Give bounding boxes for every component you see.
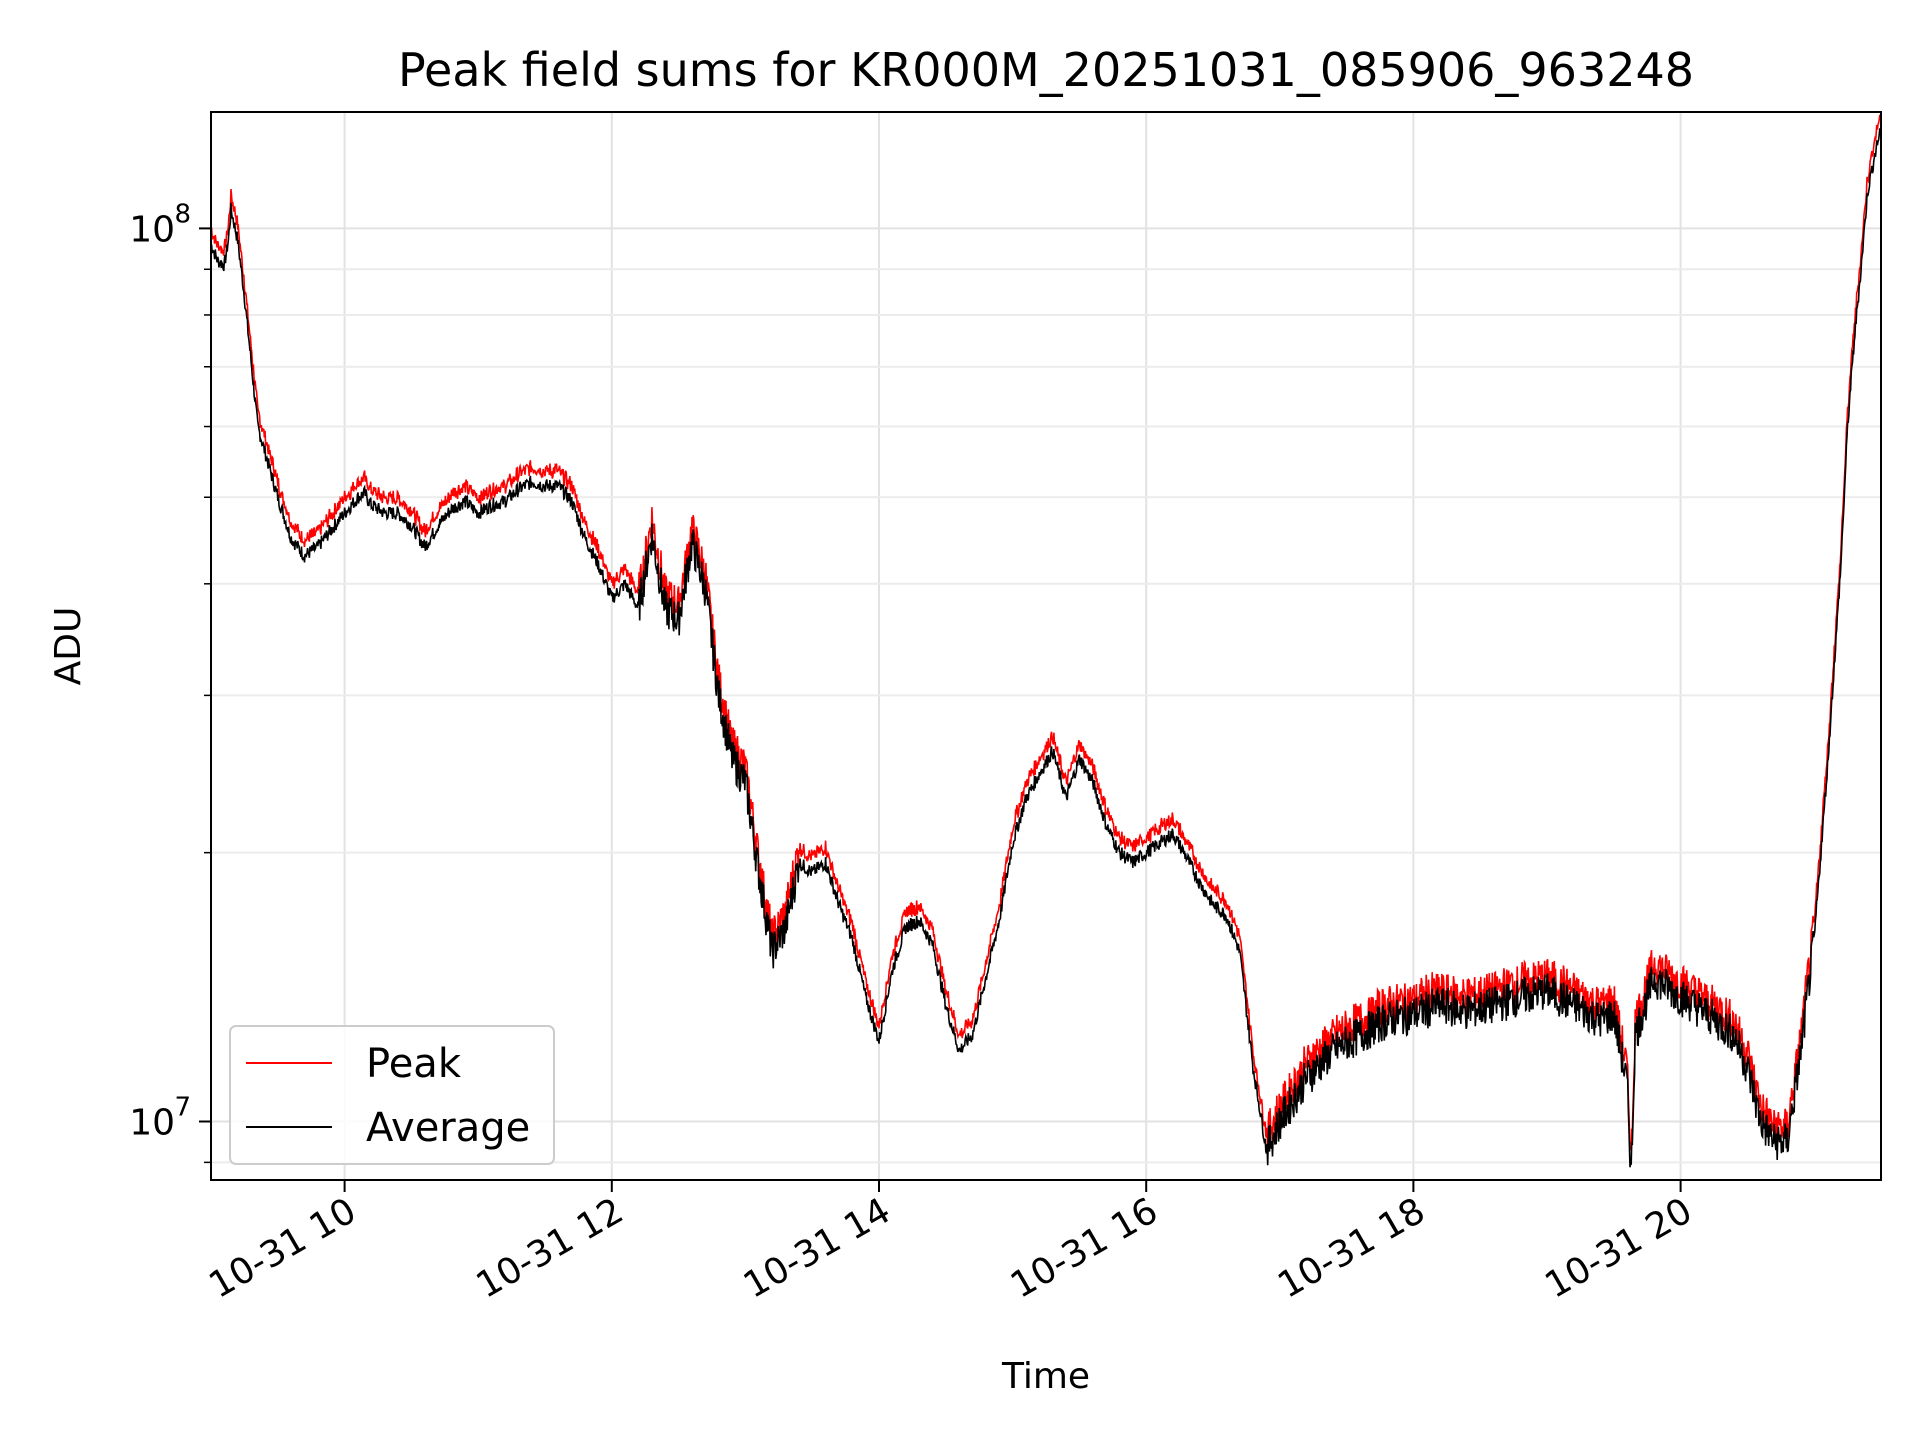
y-tick-label: 10 (129, 209, 175, 250)
legend: Peak Average (229, 1025, 555, 1165)
y-tick-exponent: 7 (174, 1093, 191, 1123)
x-tick-label: 10-31 18 (1271, 1190, 1432, 1306)
x-tick-label: 10-31 12 (470, 1190, 631, 1306)
grid-lines (211, 112, 1881, 1180)
plot-frame (210, 111, 1882, 1181)
series-line-peak (210, 111, 1882, 1152)
y-tick-label: 10 (129, 1103, 175, 1144)
legend-box (229, 1025, 555, 1165)
chart-title: Peak field sums for KR000M_20251031_0859… (398, 43, 1694, 97)
x-tick-label: 10-31 16 (1004, 1190, 1165, 1306)
legend-label-peak: Peak (366, 1041, 462, 1087)
y-tick-exponent: 8 (174, 199, 191, 229)
y-axis-label: ADU (48, 607, 89, 686)
x-tick-label: 10-31 20 (1538, 1190, 1699, 1306)
legend-label-average: Average (366, 1105, 530, 1151)
x-tick-label: 10-31 14 (737, 1190, 898, 1306)
x-axis-ticks: 10-31 10 10-31 12 10-31 14 10-31 16 10-31 18… (202, 1180, 1699, 1307)
x-tick-label: 10-31 10 (202, 1190, 363, 1306)
series-lines (210, 111, 1882, 1168)
series-line-average (210, 126, 1882, 1168)
x-axis-label: Time (1001, 1356, 1090, 1397)
